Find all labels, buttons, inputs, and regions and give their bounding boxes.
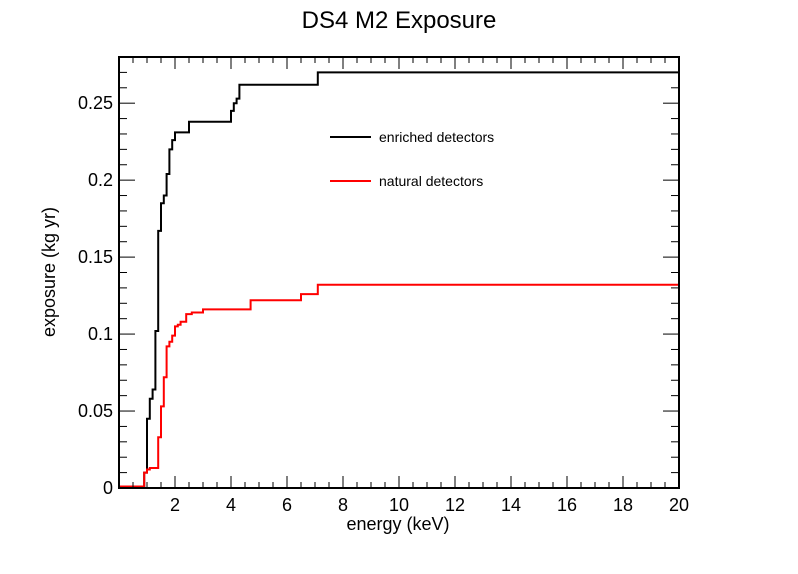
- legend: enriched detectors natural detectors: [330, 129, 494, 189]
- series-line-0: [119, 71, 679, 488]
- x-tick-label: 6: [282, 495, 292, 515]
- legend-label-1: natural detectors: [379, 173, 483, 189]
- chart-title: DS4 M2 Exposure: [302, 7, 497, 34]
- y-tick-label: 0.2: [88, 170, 113, 190]
- x-tick-label: 2: [170, 495, 180, 515]
- y-tick-label: 0.15: [78, 247, 113, 267]
- x-tick-label: 18: [613, 495, 633, 515]
- x-axis-title: energy (keV): [346, 514, 449, 534]
- y-axis-title: exposure (kg yr): [39, 207, 59, 337]
- x-tick-label: 14: [501, 495, 521, 515]
- x-tick-label: 8: [338, 495, 348, 515]
- y-tick-label: 0: [103, 478, 113, 498]
- legend-label-0: enriched detectors: [379, 129, 494, 145]
- x-tick-label: 4: [226, 495, 236, 515]
- axis-ticks: 2 4 6 8 10 12 14 16 18 20 0 0.05 0.1 0.15 0.2 0.25: [78, 56, 689, 515]
- y-tick-label: 0.1: [88, 324, 113, 344]
- y-tick-label: 0.05: [78, 401, 113, 421]
- series-layer: [119, 71, 679, 488]
- x-tick-label: 20: [669, 495, 689, 515]
- y-tick-label: 0.25: [78, 93, 113, 113]
- x-tick-label: 10: [389, 495, 409, 515]
- series-line-1: [119, 283, 679, 488]
- x-tick-label: 12: [445, 495, 465, 515]
- x-tick-label: 16: [557, 495, 577, 515]
